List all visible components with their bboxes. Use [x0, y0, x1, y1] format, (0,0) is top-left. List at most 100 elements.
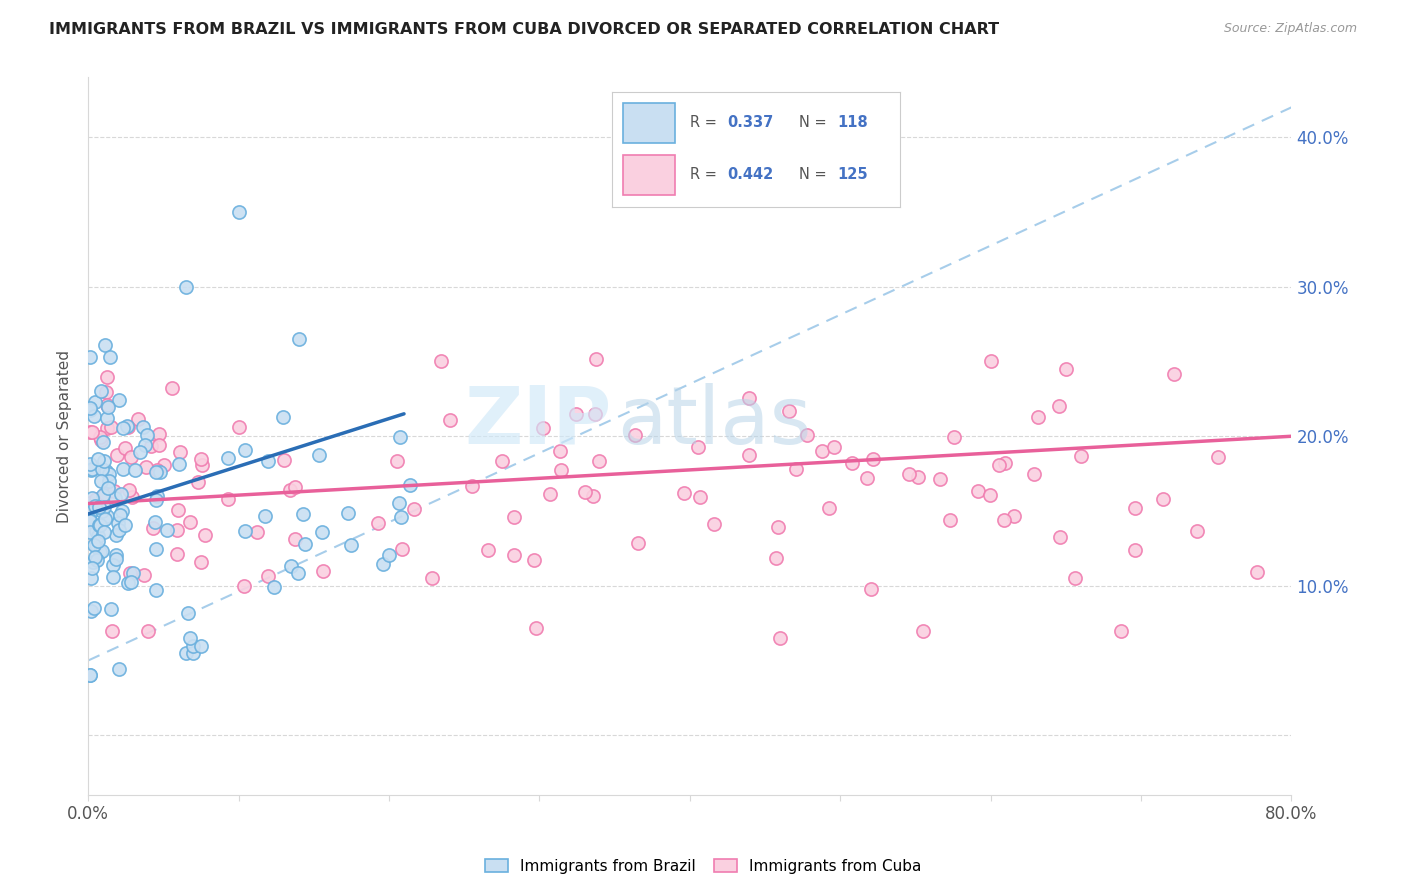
Point: [87, 528, 110, 542]
Point: [104, 548, 127, 562]
Point: [103, 569, 125, 583]
Point: [145, 582, 167, 597]
Point: [120, 575, 142, 590]
Point: [190, 555, 212, 569]
Point: [93, 454, 115, 468]
Point: [253, 509, 276, 524]
Point: [287, 566, 309, 581]
Point: [461, 479, 484, 493]
Point: [79, 513, 101, 527]
Point: [80, 604, 103, 618]
Point: [980, 354, 1002, 368]
Point: [233, 524, 256, 539]
Point: [120, 450, 142, 465]
Point: [263, 580, 285, 594]
Point: [174, 279, 197, 293]
Point: [228, 420, 250, 434]
Point: [128, 445, 150, 459]
Point: [153, 458, 176, 472]
Point: [117, 576, 139, 591]
Point: [82, 425, 104, 439]
Point: [96, 398, 118, 412]
Point: [257, 453, 280, 467]
Point: [98, 467, 121, 481]
Point: [766, 519, 789, 533]
Point: [121, 490, 143, 504]
Point: [856, 470, 879, 484]
Point: [796, 427, 818, 442]
Point: [118, 566, 141, 580]
Point: [430, 354, 453, 368]
Point: [93, 487, 115, 501]
Point: [538, 487, 561, 501]
Point: [87, 517, 110, 532]
Point: [80, 491, 103, 505]
Point: [183, 639, 205, 653]
Point: [217, 450, 239, 465]
Point: [477, 543, 499, 558]
Point: [146, 489, 169, 503]
Point: [583, 407, 606, 421]
Point: [907, 470, 929, 484]
Point: [388, 430, 411, 444]
Point: [271, 409, 294, 424]
Point: [160, 381, 183, 395]
Point: [90, 474, 112, 488]
Point: [84, 491, 107, 506]
Y-axis label: Divorced or Separated: Divorced or Separated: [58, 350, 72, 523]
Point: [96, 370, 118, 384]
Point: [127, 412, 149, 426]
Point: [689, 490, 711, 504]
Point: [148, 438, 170, 452]
Point: [737, 448, 759, 462]
Point: [929, 472, 952, 486]
Point: [280, 558, 302, 573]
Point: [503, 509, 526, 524]
Point: [135, 460, 157, 475]
Point: [115, 418, 138, 433]
Point: [672, 486, 695, 500]
Point: [89, 430, 111, 444]
Point: [104, 552, 127, 566]
Point: [524, 621, 547, 635]
Point: [79, 402, 101, 417]
Point: [79, 401, 101, 416]
Point: [841, 456, 863, 470]
Point: [979, 488, 1001, 502]
Point: [1047, 399, 1070, 413]
Point: [280, 483, 302, 497]
Point: [134, 568, 156, 582]
Point: [96, 411, 118, 425]
Point: [103, 491, 125, 505]
Point: [103, 484, 125, 499]
Point: [627, 536, 650, 550]
Point: [149, 465, 172, 479]
Point: [190, 639, 212, 653]
Point: [294, 537, 316, 551]
Point: [83, 600, 105, 615]
Point: [862, 451, 884, 466]
Point: [80, 560, 103, 574]
Point: [340, 538, 363, 552]
Point: [311, 524, 333, 539]
Point: [103, 558, 125, 572]
Point: [769, 631, 792, 645]
Point: [624, 428, 647, 442]
Point: [94, 338, 117, 352]
Point: [121, 566, 143, 581]
Point: [110, 508, 132, 523]
Point: [114, 441, 136, 455]
Point: [1002, 509, 1025, 524]
Point: [531, 421, 554, 435]
Point: [93, 500, 115, 514]
Point: [1152, 492, 1174, 507]
Point: [273, 453, 295, 467]
Point: [703, 517, 725, 532]
Point: [108, 524, 131, 538]
Point: [550, 462, 572, 476]
Point: [502, 549, 524, 563]
Point: [105, 528, 128, 542]
Point: [257, 569, 280, 583]
Point: [176, 606, 198, 620]
Point: [83, 538, 105, 552]
